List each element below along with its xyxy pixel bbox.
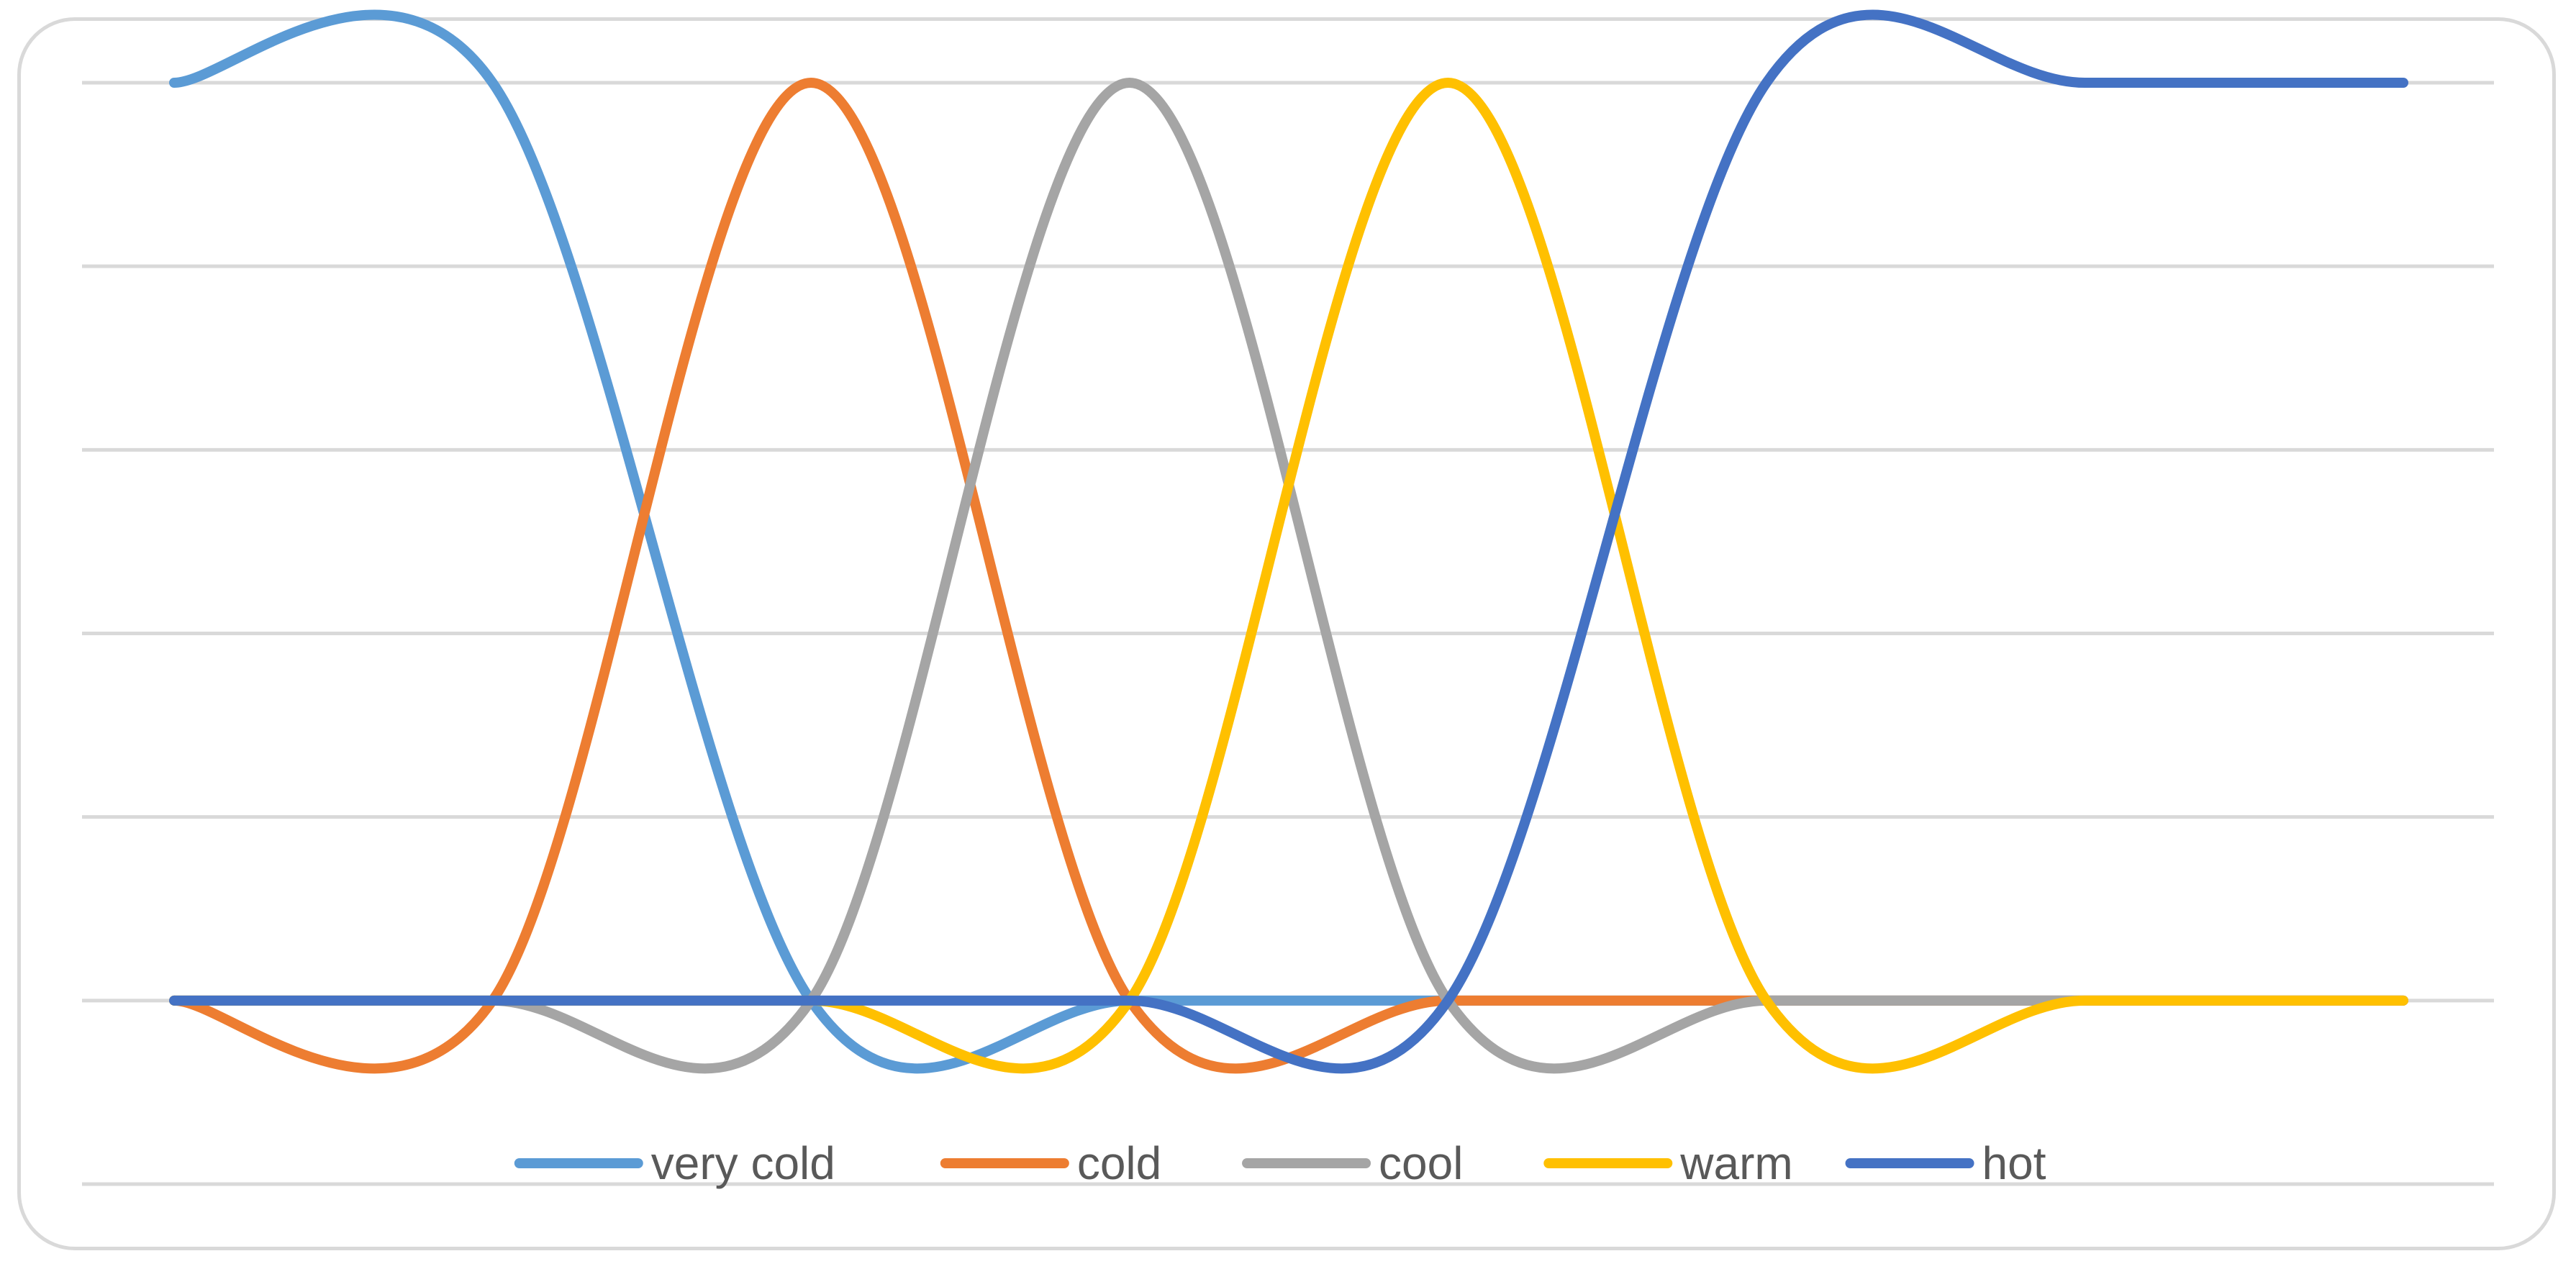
series-line-cool	[169, 78, 2408, 1074]
legend-label-cool: cool	[1379, 1137, 1463, 1189]
legend-label-warm: warm	[1679, 1137, 1792, 1189]
legend: very cold cold cool warm hot	[514, 1137, 2046, 1189]
legend-label-hot: hot	[1982, 1137, 2046, 1189]
series-line-hot	[169, 9, 2408, 1074]
series-line-very-cold	[169, 9, 2408, 1074]
series-line-warm	[169, 78, 2408, 1074]
gridlines	[82, 81, 2494, 1186]
legend-label-very-cold: very cold	[651, 1137, 835, 1189]
series-line-cold	[169, 78, 2408, 1074]
legend-label-cold: cold	[1077, 1137, 1161, 1189]
series-lines	[169, 9, 2408, 1074]
